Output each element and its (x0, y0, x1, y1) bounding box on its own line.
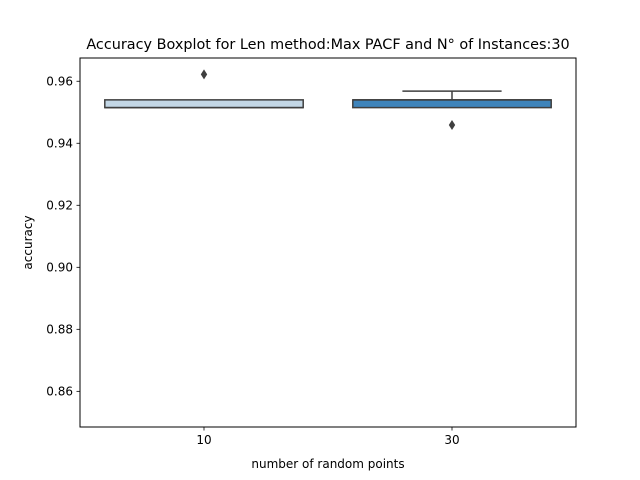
x-tick-label: 10 (196, 433, 211, 447)
x-axis: 10 30 (196, 427, 460, 447)
x-axis-label: number of random points (251, 457, 404, 471)
box-30 (352, 99, 552, 109)
outlier-point (448, 119, 456, 130)
axes-frame (79, 57, 577, 428)
outlier-point (200, 69, 208, 80)
plot-area (104, 69, 552, 130)
y-tick-label: 0.88 (46, 322, 73, 336)
y-axis: 0.86 0.88 0.90 0.92 0.94 0.96 (46, 74, 80, 398)
y-axis-label: accuracy (21, 215, 35, 269)
y-tick-label: 0.86 (46, 384, 73, 398)
chart-title: Accuracy Boxplot for Len method:Max PACF… (86, 37, 569, 53)
y-tick-label: 0.96 (46, 74, 73, 88)
y-tick-label: 0.90 (46, 260, 73, 274)
y-tick-label: 0.92 (46, 198, 73, 212)
x-tick-label: 30 (444, 433, 459, 447)
box-10 (104, 99, 304, 109)
y-tick-label: 0.94 (46, 136, 73, 150)
